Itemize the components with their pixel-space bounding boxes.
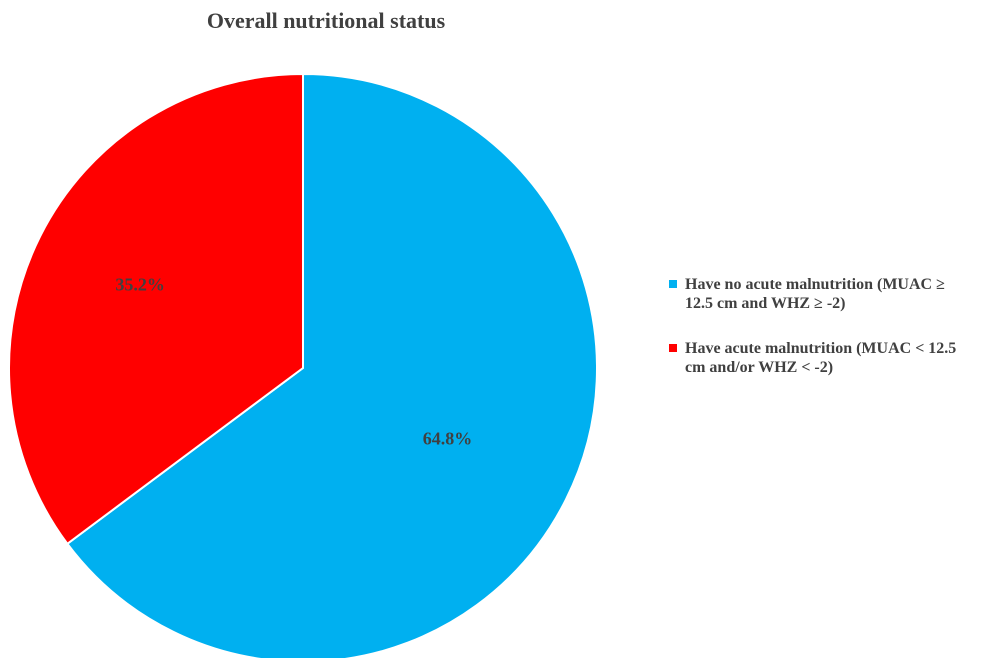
legend-swatch-red [669,344,677,352]
legend-label-acute-malnutrition-line1: Have acute malnutrition (MUAC < 12.5 [685,340,957,357]
pie-chart: 64.8% 35.2% [8,72,598,658]
legend-item-no-acute-malnutrition: Have no acute malnutrition (MUAC ≥ 12.5 … [669,275,1001,313]
data-label-acute-malnutrition: 35.2% [115,274,165,294]
pie-slice-acute-malnutrition [8,72,304,546]
legend-label-no-acute-malnutrition-line2: 12.5 cm and WHZ ≥ -2) [685,295,846,312]
data-label-no-acute-malnutrition: 64.8% [423,429,473,449]
legend-swatch-blue [669,280,677,288]
legend-label-no-acute-malnutrition-line1: Have no acute malnutrition (MUAC ≥ [685,276,945,293]
chart-title: Overall nutritional status [206,8,446,33]
legend-item-acute-malnutrition: Have acute malnutrition (MUAC < 12.5 cm … [669,339,1001,377]
legend: Have no acute malnutrition (MUAC ≥ 12.5 … [669,275,1001,403]
legend-label-acute-malnutrition-line2: cm and/or WHZ < -2) [685,359,834,376]
pie-slice-no-acute-malnutrition [65,72,598,658]
